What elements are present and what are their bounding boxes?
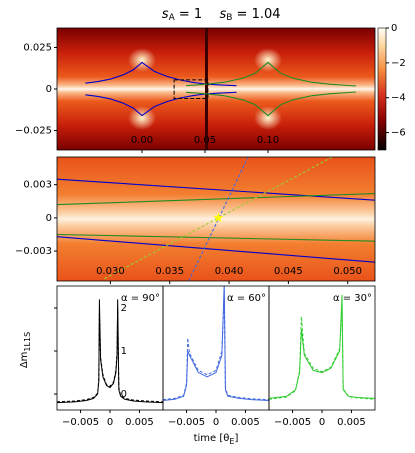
x-tick-label: −0.005	[62, 417, 99, 428]
y-tick-label: 0.003	[23, 180, 52, 191]
zoom-box	[173, 79, 209, 99]
x-tick-label: 0.040	[215, 266, 244, 277]
colorbar-tick-label: −2	[391, 58, 406, 69]
y-axis-label: Δm1L1S	[19, 332, 32, 368]
star-marker	[213, 212, 224, 223]
x-tick-label: 0.035	[155, 266, 184, 277]
x-tick-label: 0.005	[231, 417, 260, 428]
x-tick-label: −0.005	[168, 417, 205, 428]
annotation: α = 90°	[121, 293, 160, 304]
light-curve	[163, 295, 269, 401]
colorbar	[377, 27, 387, 151]
curve	[188, 157, 249, 281]
curves	[163, 286, 269, 402]
y-tick-label: −0.025	[15, 126, 52, 137]
title-b: sB = 1.04	[219, 7, 280, 23]
colorbar-tick-label: −6	[391, 128, 406, 139]
y-tick-label: 0	[46, 213, 52, 224]
annotation: α = 60°	[227, 293, 266, 304]
x-tick-label: 0	[319, 417, 325, 428]
y-tick-label: 2	[121, 303, 127, 314]
x-tick-label: 0.00	[131, 135, 153, 146]
curve	[104, 157, 333, 280]
curve	[57, 233, 375, 242]
x-tick-label: 0.045	[274, 266, 303, 277]
frame	[268, 285, 376, 411]
x-tick-label: 0	[213, 417, 219, 428]
x-axis-label: time [θE]	[194, 433, 239, 446]
annotation: α = 30°	[333, 293, 372, 304]
curve	[57, 236, 375, 263]
x-tick-label: 0.005	[337, 417, 366, 428]
x-tick-label: 0.005	[125, 417, 154, 428]
light-curve	[269, 295, 375, 399]
frame	[56, 27, 376, 151]
frame	[56, 156, 376, 282]
x-tick-label: 0.05	[194, 135, 216, 146]
x-tick-label: 0.030	[96, 266, 125, 277]
x-tick-label: 0	[107, 417, 113, 428]
colorbar-tick-label: 0	[391, 23, 397, 34]
frame	[162, 285, 270, 411]
curve	[57, 192, 375, 206]
light-curve	[57, 307, 163, 403]
x-tick-label: 0.10	[257, 135, 279, 146]
frame	[56, 285, 164, 411]
colorbar-tick-label: −4	[391, 93, 406, 104]
y-tick-label: 0	[121, 389, 127, 400]
curves	[57, 299, 163, 404]
curve	[57, 178, 375, 201]
magnification-map	[57, 28, 375, 150]
curves	[269, 295, 375, 400]
y-tick-label: −0.003	[15, 246, 52, 257]
curve	[186, 91, 357, 117]
x-tick-label: 0.050	[333, 266, 362, 277]
curves	[57, 157, 375, 281]
title-a: sA = 1	[162, 7, 202, 23]
y-tick-label: 0.025	[23, 42, 52, 53]
y-tick-label: 0	[46, 84, 52, 95]
x-tick-label: −0.005	[274, 417, 311, 428]
y-tick-label: 1	[121, 346, 127, 357]
light-curve	[57, 299, 163, 404]
curve	[186, 61, 357, 87]
curves	[85, 61, 357, 117]
light-curve	[269, 307, 375, 400]
